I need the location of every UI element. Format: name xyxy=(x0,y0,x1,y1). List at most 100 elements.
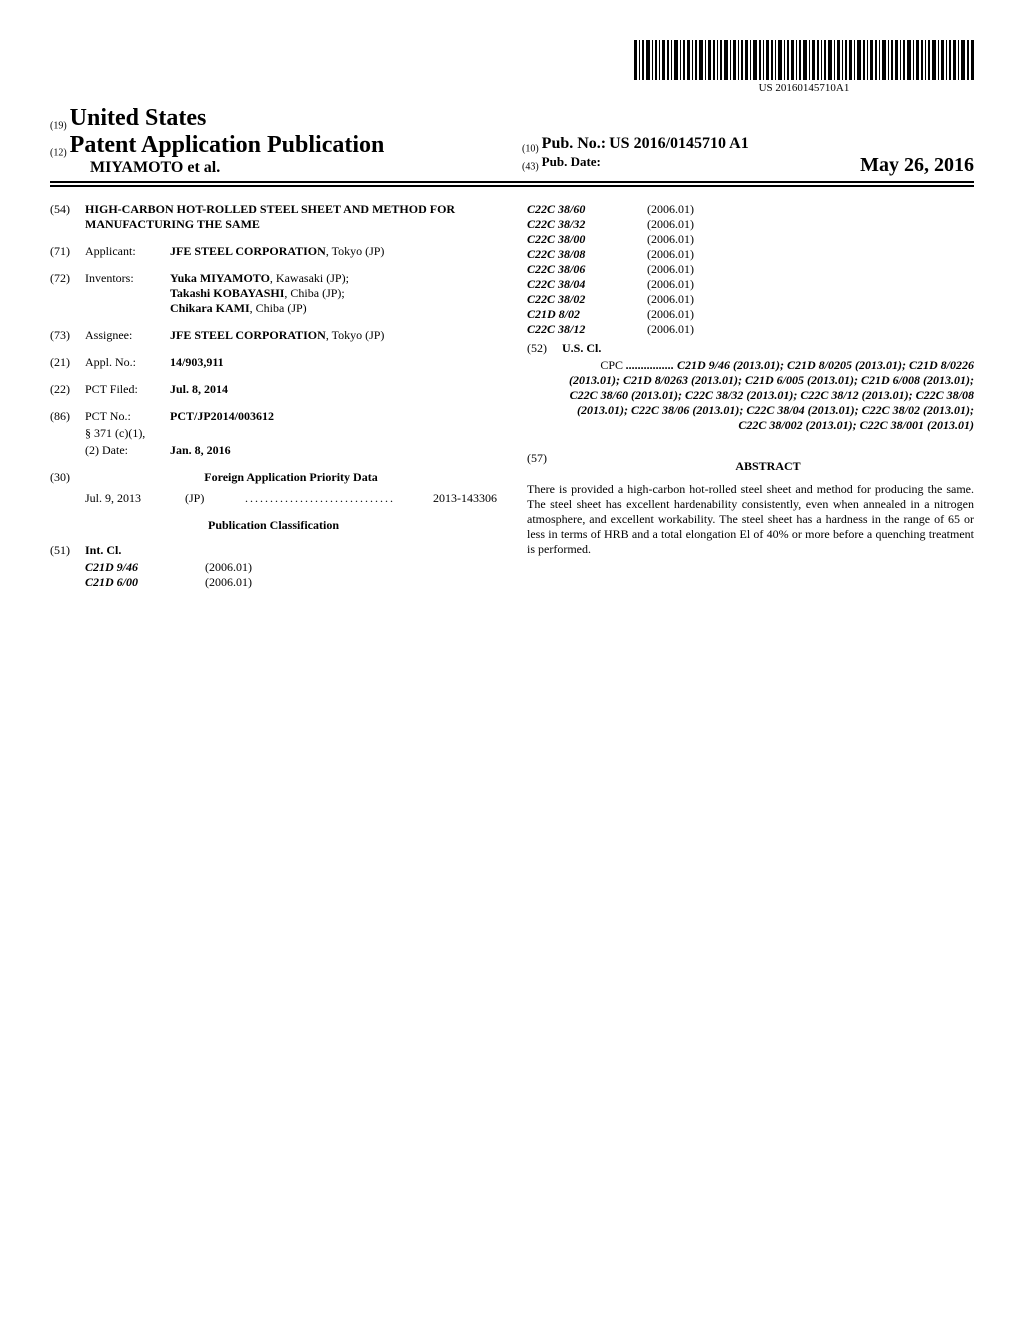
assignee-loc: , Tokyo (JP) xyxy=(326,328,385,342)
intcl-row: C22C 38/12(2006.01) xyxy=(527,322,974,337)
pub-no: US 2016/0145710 A1 xyxy=(609,135,749,152)
intcl-code: (51) xyxy=(50,543,85,558)
barcode-text: US 20160145710A1 xyxy=(634,82,974,94)
title-field: (54) HIGH-CARBON HOT-ROLLED STEEL SHEET … xyxy=(50,202,497,232)
pub-no-line: (10) Pub. No.: US 2016/0145710 A1 xyxy=(522,135,974,154)
section-field: § 371 (c)(1), xyxy=(50,426,497,441)
intcl-r-year-4: (2006.01) xyxy=(647,262,974,277)
intcl-label: Int. Cl. xyxy=(85,543,497,558)
assignee-code: (73) xyxy=(50,328,85,343)
cpc-block: CPC ................ C21D 9/46 (2013.01)… xyxy=(562,358,974,433)
pub-type: Patent Application Publication xyxy=(70,132,385,158)
intcl-row: C21D 6/00 (2006.01) xyxy=(85,575,497,590)
left-column: (54) HIGH-CARBON HOT-ROLLED STEEL SHEET … xyxy=(50,202,497,590)
intcl-row: C22C 38/00(2006.01) xyxy=(527,232,974,247)
intcl-row: C21D 9/46 (2006.01) xyxy=(85,560,497,575)
barcode-svg xyxy=(634,40,974,80)
priority-date: Jul. 9, 2013 xyxy=(85,491,185,506)
intcl-r-year-0: (2006.01) xyxy=(647,202,974,217)
intcl-row: C22C 38/06(2006.01) xyxy=(527,262,974,277)
header-rule xyxy=(50,185,974,187)
pct-filed: Jul. 8, 2014 xyxy=(170,382,497,397)
body-columns: (54) HIGH-CARBON HOT-ROLLED STEEL SHEET … xyxy=(50,202,974,590)
right-column: C22C 38/60(2006.01) C22C 38/32(2006.01) … xyxy=(527,202,974,590)
pub-type-line: (12) Patent Application Publication xyxy=(50,132,502,159)
intcl-row: C22C 38/04(2006.01) xyxy=(527,277,974,292)
inventors-code: (72) xyxy=(50,271,85,316)
abstract-text: There is provided a high-carbon hot-roll… xyxy=(527,482,974,557)
intcl-r-code-2: C22C 38/00 xyxy=(527,232,647,247)
intcl-r-code-8: C22C 38/12 xyxy=(527,322,647,337)
intcl-r-year-6: (2006.01) xyxy=(647,292,974,307)
appl-code: (21) xyxy=(50,355,85,370)
date2: Jan. 8, 2016 xyxy=(170,443,497,458)
country: United States xyxy=(70,105,207,131)
priority-line: Jul. 9, 2013 (JP) ......................… xyxy=(85,491,497,506)
cpc-label: CPC xyxy=(600,358,623,372)
barcode-area: US 20160145710A1 xyxy=(50,40,974,95)
foreign-title-field: (30) Foreign Application Priority Data xyxy=(50,470,497,485)
pct-filed-label: PCT Filed: xyxy=(85,382,170,397)
pub-date-left: (43) Pub. Date: xyxy=(522,154,601,177)
assignee-name: JFE STEEL CORPORATION xyxy=(170,328,326,342)
intcl-year-0: (2006.01) xyxy=(205,560,497,575)
pub-class-title: Publication Classification xyxy=(50,518,497,533)
appl-no: 14/903,911 xyxy=(170,355,497,370)
date2-field: (2) Date: Jan. 8, 2016 xyxy=(50,443,497,458)
intcl-row: C22C 38/08(2006.01) xyxy=(527,247,974,262)
inventor2: Takashi KOBAYASHI xyxy=(170,286,284,300)
priority-dots: .............................. xyxy=(245,491,433,506)
intcl-row: C22C 38/02(2006.01) xyxy=(527,292,974,307)
section-label: § 371 (c)(1), xyxy=(85,426,497,441)
pub-no-label: Pub. No.: xyxy=(542,135,606,152)
pub-date-line: (43) Pub. Date: May 26, 2016 xyxy=(522,154,974,177)
date2-label: (2) Date: xyxy=(85,443,170,458)
pub-type-code: (12) xyxy=(50,147,67,158)
pct-no: PCT/JP2014/003612 xyxy=(170,409,497,424)
intcl-r-year-5: (2006.01) xyxy=(647,277,974,292)
pct-filed-code: (22) xyxy=(50,382,85,397)
inventor3: Chikara KAMI xyxy=(170,301,250,315)
inventor2-loc: , Chiba (JP); xyxy=(284,286,344,300)
cpc-text: ................ C21D 9/46 (2013.01); C2… xyxy=(569,358,974,432)
intcl-r-code-1: C22C 38/32 xyxy=(527,217,647,232)
section-spacer xyxy=(50,426,85,441)
abstract-header: (57) ABSTRACT xyxy=(527,451,974,482)
applicant-label: Applicant: xyxy=(85,244,170,259)
intcl-r-year-1: (2006.01) xyxy=(647,217,974,232)
applicant-code: (71) xyxy=(50,244,85,259)
appl-label: Appl. No.: xyxy=(85,355,170,370)
foreign-title: Foreign Application Priority Data xyxy=(85,470,497,485)
applicant-value: JFE STEEL CORPORATION, Tokyo (JP) xyxy=(170,244,497,259)
foreign-code: (30) xyxy=(50,470,85,485)
inventors-field: (72) Inventors: Yuka MIYAMOTO, Kawasaki … xyxy=(50,271,497,316)
header-left: (19) United States (12) Patent Applicati… xyxy=(50,105,502,177)
priority-country: (JP) xyxy=(185,491,245,506)
country-code: (19) xyxy=(50,120,67,131)
pct-filed-field: (22) PCT Filed: Jul. 8, 2014 xyxy=(50,382,497,397)
applicant-name: JFE STEEL CORPORATION xyxy=(170,244,326,258)
applicant-field: (71) Applicant: JFE STEEL CORPORATION, T… xyxy=(50,244,497,259)
country-line: (19) United States xyxy=(50,105,502,132)
intcl-row: C21D 8/02(2006.01) xyxy=(527,307,974,322)
intcl-r-code-0: C22C 38/60 xyxy=(527,202,647,217)
title-code: (54) xyxy=(50,202,85,232)
authors: MIYAMOTO et al. xyxy=(50,159,502,177)
title: HIGH-CARBON HOT-ROLLED STEEL SHEET AND M… xyxy=(85,202,497,232)
assignee-label: Assignee: xyxy=(85,328,170,343)
intcl-r-code-7: C21D 8/02 xyxy=(527,307,647,322)
intcl-field: (51) Int. Cl. xyxy=(50,543,497,558)
date2-spacer xyxy=(50,443,85,458)
intcl-r-year-3: (2006.01) xyxy=(647,247,974,262)
intcl-r-year-2: (2006.01) xyxy=(647,232,974,247)
intcl-year-1: (2006.01) xyxy=(205,575,497,590)
abstract-title: ABSTRACT xyxy=(562,459,974,474)
pub-date-code: (43) xyxy=(522,161,539,172)
header-right: (10) Pub. No.: US 2016/0145710 A1 (43) P… xyxy=(502,135,974,177)
intcl-r-code-5: C22C 38/04 xyxy=(527,277,647,292)
pct-no-field: (86) PCT No.: PCT/JP2014/003612 xyxy=(50,409,497,424)
intcl-r-year-8: (2006.01) xyxy=(647,322,974,337)
appl-no-field: (21) Appl. No.: 14/903,911 xyxy=(50,355,497,370)
pub-date: May 26, 2016 xyxy=(860,154,974,177)
inventors-value: Yuka MIYAMOTO, Kawasaki (JP); Takashi KO… xyxy=(170,271,497,316)
